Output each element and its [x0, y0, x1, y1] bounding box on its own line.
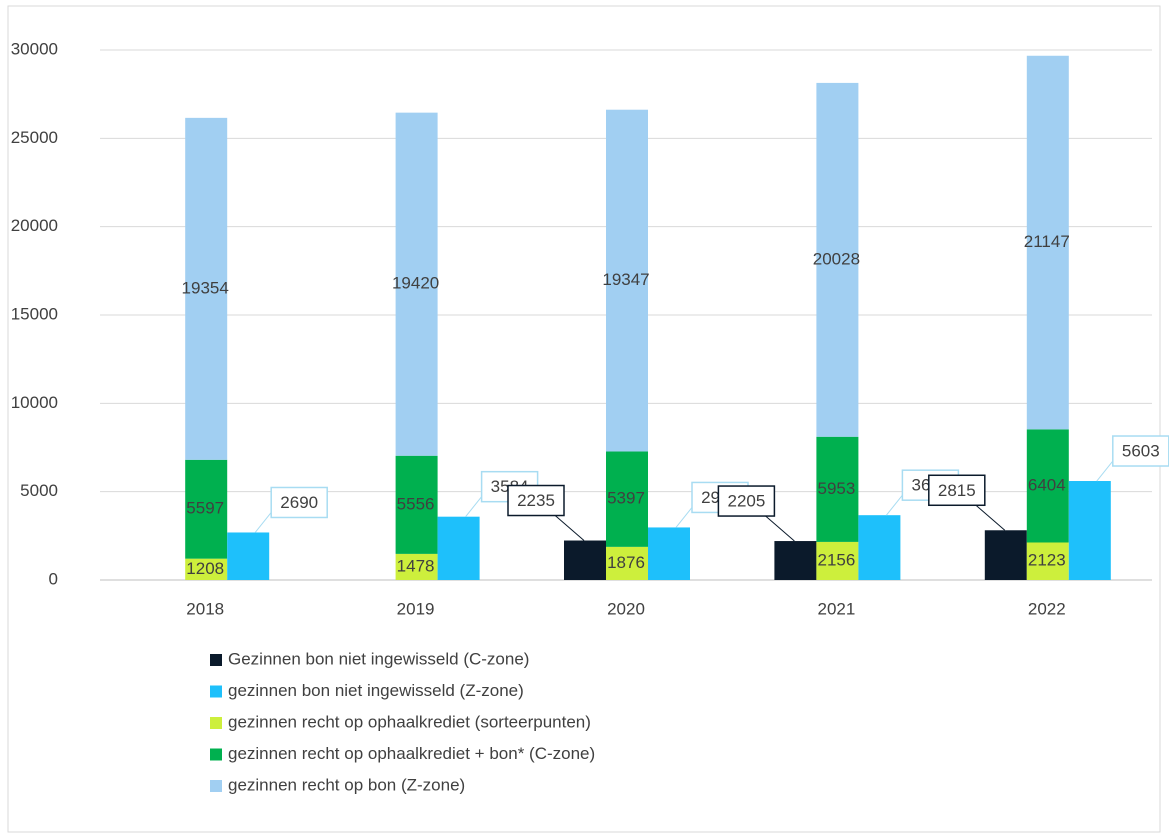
data-label: 1478 — [397, 556, 435, 575]
data-label: 2690 — [280, 493, 318, 512]
bar-segment — [395, 112, 438, 456]
x-tick-label: 2018 — [186, 599, 224, 618]
data-label-box — [507, 484, 565, 517]
bar — [984, 530, 1027, 580]
y-tick-label: 15000 — [11, 304, 58, 323]
bar-segment — [816, 82, 859, 437]
data-label: 2156 — [817, 550, 855, 569]
bar-segment — [185, 459, 228, 559]
callout-line — [974, 503, 1006, 531]
legend-swatch — [210, 685, 222, 698]
data-label: 2123 — [1028, 551, 1066, 570]
data-label: 19420 — [392, 274, 439, 293]
x-tick-label: 2020 — [607, 599, 645, 618]
bar-segment — [1026, 55, 1069, 430]
data-label-box — [717, 485, 776, 517]
bar — [648, 527, 690, 580]
x-tick-label: 2022 — [1028, 599, 1066, 618]
data-label: 20028 — [813, 249, 860, 268]
data-label: 1876 — [607, 553, 645, 572]
bar-segment — [185, 558, 228, 580]
bar — [564, 540, 606, 580]
data-label: 1208 — [186, 559, 224, 578]
bar — [858, 515, 901, 580]
bar-segment — [1026, 429, 1069, 543]
data-label: 2235 — [517, 491, 555, 510]
bar — [437, 516, 480, 580]
bar-segment — [1026, 542, 1069, 580]
data-label: 19347 — [602, 270, 649, 289]
data-label-box — [928, 474, 986, 507]
legend-swatch — [210, 654, 222, 666]
data-label: 19354 — [182, 278, 229, 297]
data-label: 6404 — [1028, 475, 1066, 494]
bar-segment — [395, 455, 438, 554]
data-label-box — [1112, 435, 1169, 467]
bar — [774, 541, 817, 580]
data-label: 5603 — [1122, 441, 1160, 460]
legend-swatch — [210, 717, 222, 729]
y-tick-label: 25000 — [11, 128, 58, 147]
bar — [1068, 481, 1111, 580]
legend-swatch — [210, 780, 222, 792]
bar-segment — [606, 451, 648, 547]
data-label: 5397 — [607, 489, 645, 508]
x-tick-label: 2019 — [397, 599, 435, 618]
legend-label: gezinnen recht op bon (Z-zone) — [228, 775, 465, 794]
data-label: 2205 — [727, 492, 765, 511]
legend-label: gezinnen bon niet ingewisseld (Z-zone) — [228, 681, 524, 700]
callout-line — [465, 496, 482, 517]
legend-swatch — [210, 748, 222, 761]
data-label: 5597 — [186, 499, 224, 518]
bar-segment — [816, 541, 859, 580]
callout-line — [1096, 460, 1114, 482]
data-label-box — [270, 486, 328, 519]
y-tick-label: 0 — [49, 569, 58, 588]
y-tick-label: 5000 — [20, 481, 58, 500]
y-tick-label: 20000 — [11, 216, 58, 235]
callout-line — [553, 514, 585, 541]
bar — [227, 532, 270, 580]
data-label: 21147 — [1024, 232, 1070, 251]
bar-segment — [606, 546, 648, 580]
callout-line — [254, 512, 272, 533]
legend-label: Gezinnen bon niet ingewisseld (C-zone) — [228, 649, 529, 668]
bar-segment — [185, 117, 228, 460]
callout-line — [675, 507, 693, 528]
chart-frame — [7, 5, 1161, 833]
y-tick-label: 30000 — [11, 39, 58, 58]
y-tick-label: 10000 — [11, 393, 58, 412]
data-label: 5953 — [817, 479, 855, 498]
legend-label: gezinnen recht op ophaalkrediet (sorteer… — [228, 712, 591, 731]
callout-line — [886, 494, 903, 516]
x-tick-label: 2021 — [817, 599, 855, 618]
legend-label: gezinnen recht op ophaalkrediet + bon* (… — [228, 744, 595, 763]
bar-segment — [606, 109, 648, 452]
data-label: 5556 — [397, 494, 435, 513]
callout-line — [764, 514, 795, 542]
bar-segment — [816, 436, 859, 542]
data-label: 2815 — [938, 481, 976, 500]
bar-segment — [395, 553, 438, 580]
